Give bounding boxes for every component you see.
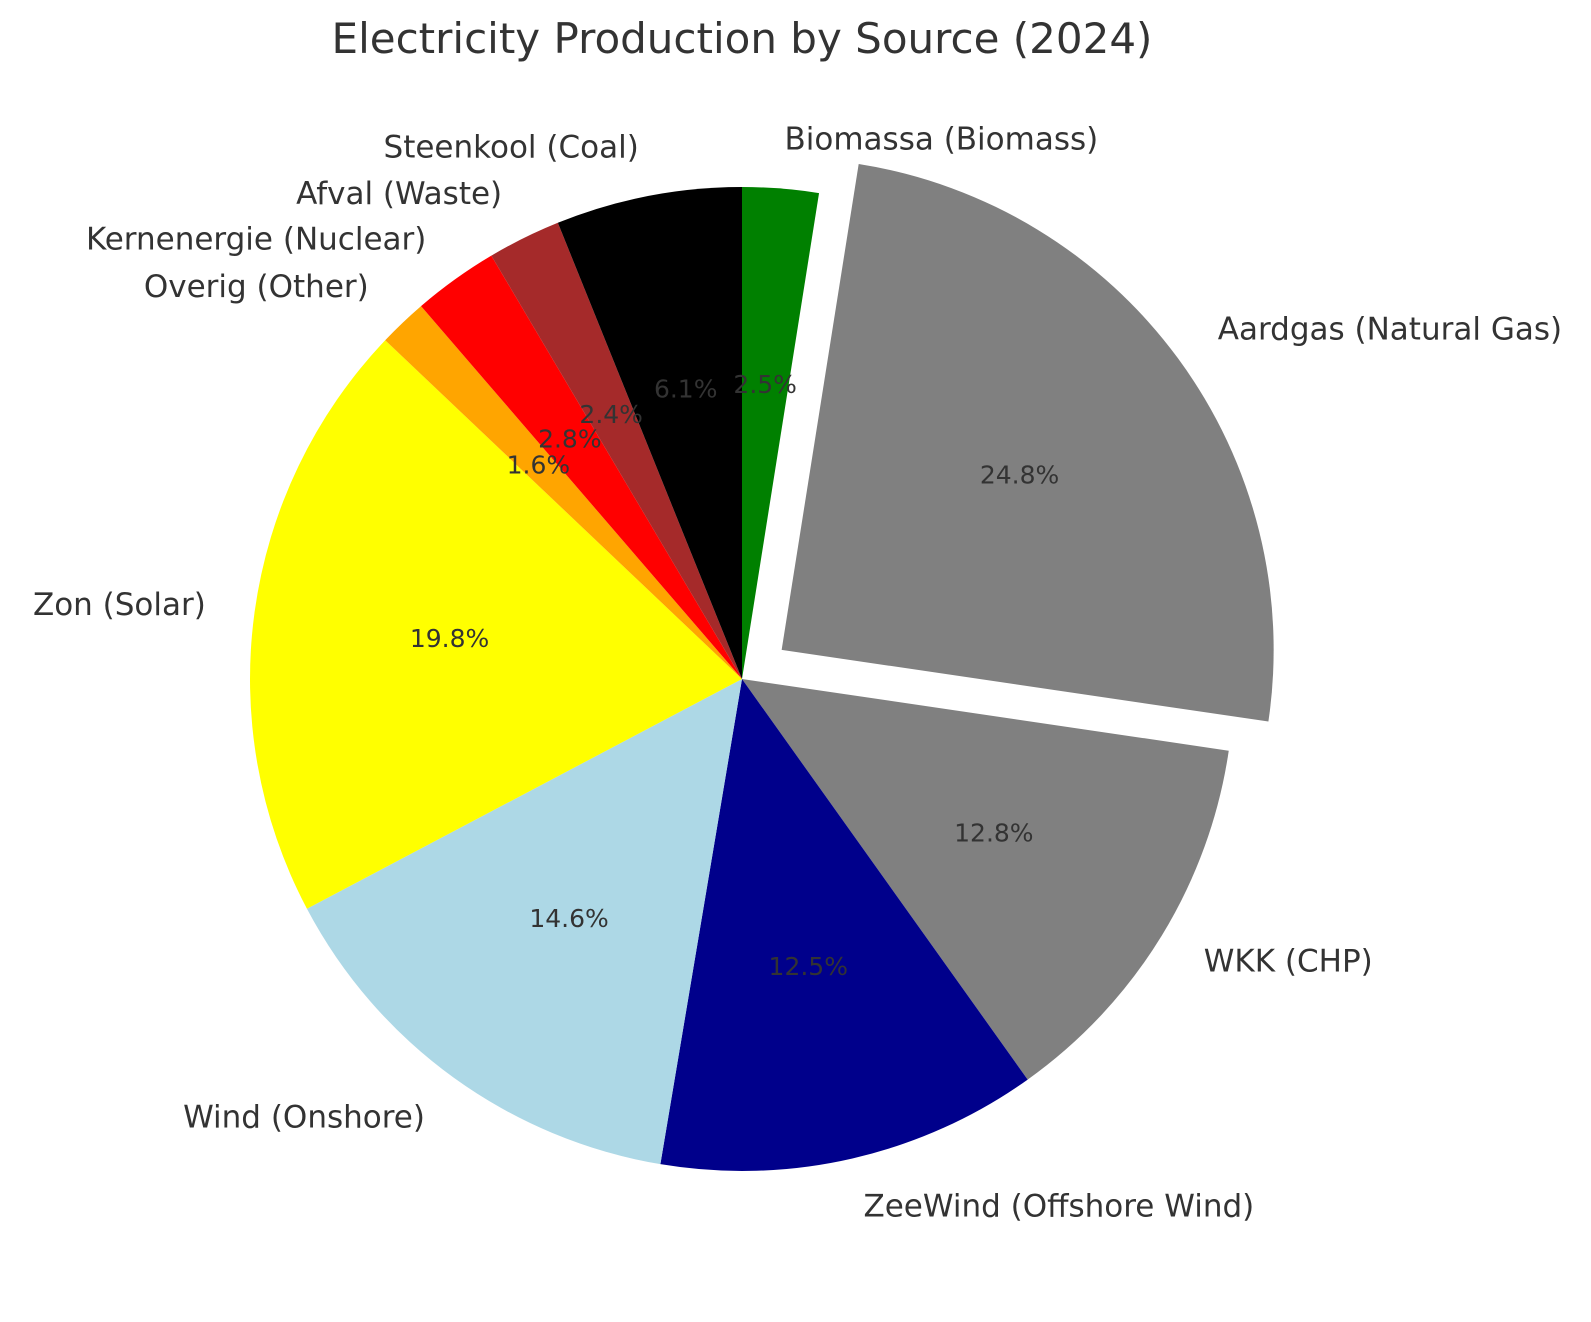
slice-label-wkk-chp: WKK (CHP) <box>1204 943 1373 979</box>
slice-label-zeewind-offshore-wind: ZeeWind (Offshore Wind) <box>863 1188 1254 1224</box>
pct-label-afval-waste: 2.4% <box>579 400 643 429</box>
pie-slice-aardgas-natural-gas <box>781 163 1274 722</box>
slice-label-overig-other: Overig (Other) <box>144 269 369 305</box>
pie-slice-overig-other <box>385 306 742 679</box>
pct-label-wkk-chp: 12.8% <box>954 818 1033 847</box>
pie-slice-zon-solar <box>250 340 743 909</box>
pie-slice-steenkool-coal <box>557 187 742 679</box>
pct-label-zon-solar: 19.8% <box>410 624 489 653</box>
pie-slice-biomassa-biomass <box>742 187 820 679</box>
pct-label-overig-other: 1.6% <box>507 451 571 480</box>
pie-slices <box>250 163 1274 1171</box>
pct-label-zeewind-offshore-wind: 12.5% <box>769 952 848 981</box>
chart-title: Electricity Production by Source (2024) <box>332 14 1153 63</box>
percentage-labels: 2.5% 24.8% 12.8% 12.5% 14.6% 19.8% 1.6%2.8%2.4… <box>410 370 1059 981</box>
slice-labels: Biomassa (Biomass) Aardgas (Natural Gas) W… <box>33 121 1562 1224</box>
pie-slice-kernenergie-nuclear <box>421 255 742 679</box>
slice-label-afval-waste: Afval (Waste) <box>296 176 502 212</box>
pie-slice-zeewind-offshore-wind <box>660 679 1028 1171</box>
pie-slice-wkk-chp <box>742 679 1229 1080</box>
pct-label-kernenergie-nuclear: 2.8% <box>538 425 602 454</box>
slice-label-steenkool-coal: Steenkool (Coal) <box>384 130 639 166</box>
pct-label-wind-onshore: 14.6% <box>529 904 608 933</box>
slice-label-wind-onshore: Wind (Onshore) <box>183 1100 425 1136</box>
slice-label-zon-solar: Zon (Solar) <box>33 587 206 623</box>
pie-slice-afval-waste <box>491 222 742 679</box>
slice-label-biomassa-biomass: Biomassa (Biomass) <box>785 121 1099 157</box>
slice-label-aardgas-natural-gas: Aardgas (Natural Gas) <box>1218 311 1562 347</box>
pct-label-aardgas-natural-gas: 24.8% <box>980 461 1059 490</box>
pct-label-steenkool-coal: 6.1% <box>654 375 718 404</box>
pie-slice-wind-onshore <box>306 679 742 1165</box>
slice-label-kernenergie-nuclear: Kernenergie (Nuclear) <box>86 221 426 257</box>
pct-label-biomassa-biomass: 2.5% <box>733 370 797 399</box>
